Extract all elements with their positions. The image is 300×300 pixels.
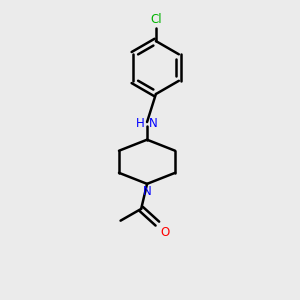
Text: N: N <box>148 117 157 130</box>
Text: H: H <box>136 117 145 130</box>
Text: Cl: Cl <box>150 13 162 26</box>
Text: O: O <box>160 226 170 239</box>
Text: N: N <box>143 185 152 198</box>
